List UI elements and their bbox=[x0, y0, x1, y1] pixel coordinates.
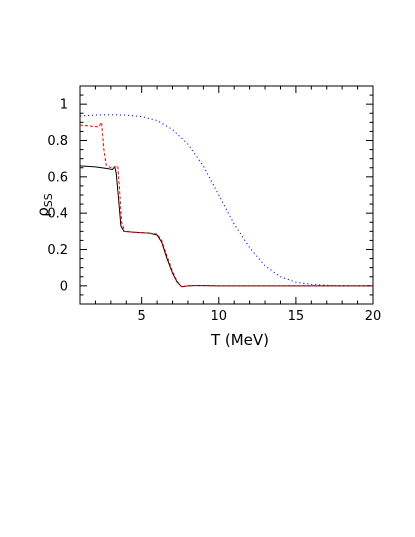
y-tick-label: 0 bbox=[60, 279, 68, 294]
y-axis-label: ρSS bbox=[34, 193, 55, 217]
y-axis-label-sub: SS bbox=[42, 193, 55, 207]
axis-ticks bbox=[80, 86, 374, 305]
x-tick-label: 5 bbox=[138, 309, 146, 324]
series-layer bbox=[79, 114, 374, 288]
x-tick-label: 10 bbox=[211, 309, 228, 324]
x-tick-label: 20 bbox=[365, 309, 382, 324]
y-tick-label: 0.2 bbox=[47, 243, 68, 258]
y-axis-label-main: ρ bbox=[34, 207, 52, 217]
series-line-1 bbox=[79, 114, 374, 287]
x-tick-label: 15 bbox=[288, 309, 305, 324]
tick-labels: 5 10 15 20 0 0.2 0.4 0.6 0.8 1 bbox=[47, 98, 381, 324]
x-axis-label: T (MeV) bbox=[210, 331, 269, 349]
y-tick-label: 0.4 bbox=[47, 207, 68, 222]
y-tick-label: 0.6 bbox=[47, 170, 68, 185]
y-tick-label: 0.8 bbox=[47, 134, 68, 149]
series-line-2 bbox=[79, 165, 373, 288]
plot-frame bbox=[79, 85, 374, 305]
svg-text:ρSS: ρSS bbox=[34, 193, 55, 217]
series-line-3 bbox=[79, 121, 373, 288]
y-tick-label: 1 bbox=[60, 98, 68, 113]
